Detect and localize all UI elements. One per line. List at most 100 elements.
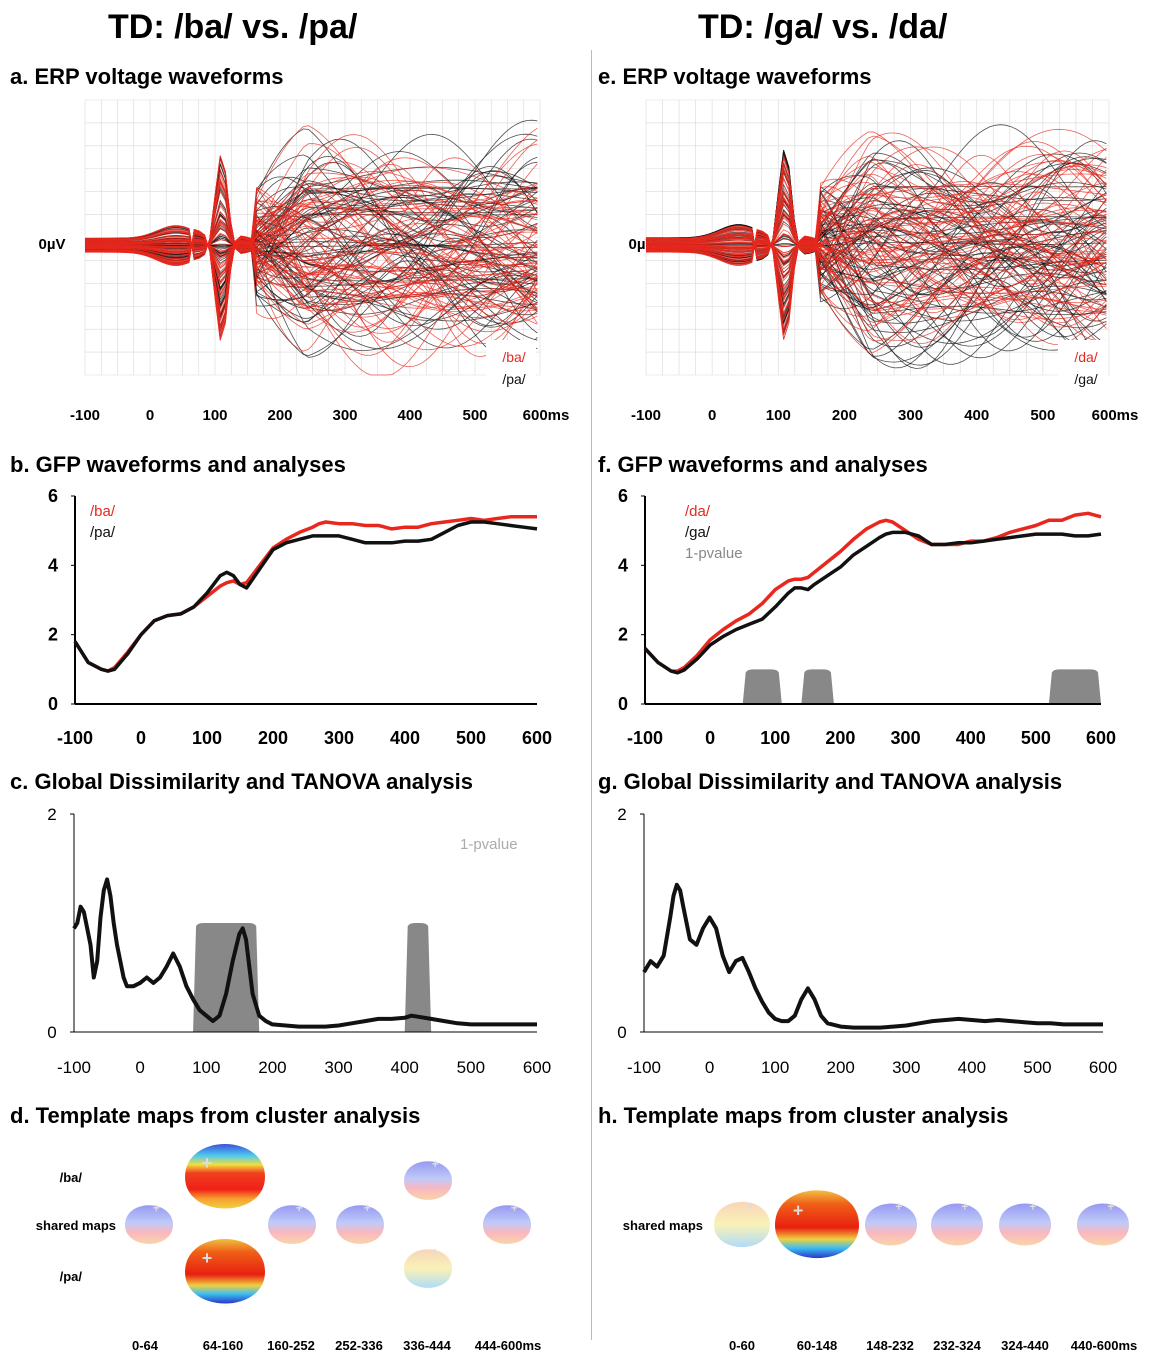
waveform-series-a: [85, 239, 538, 270]
map-shared-right-0: +: [714, 1199, 770, 1248]
waveform-series-a: [646, 233, 1107, 251]
waveform-series-a: [85, 203, 538, 249]
y-tick-label: 2: [48, 625, 58, 645]
y-tick-label: 2: [47, 805, 56, 824]
waveform-series-a: [646, 229, 1107, 319]
y-tick-label: 0: [48, 694, 58, 714]
waveform-series-a: [646, 184, 1107, 310]
scalp-map: [999, 1203, 1051, 1246]
scalp-map: [865, 1203, 917, 1246]
waveform-series-a: [85, 212, 538, 294]
waveform-series-a: [85, 212, 538, 279]
waveform-series-a: [85, 172, 538, 267]
map-shared-right-2: +: [865, 1200, 917, 1246]
map-shared-2: +: [268, 1201, 316, 1244]
map-shared-5: +: [483, 1201, 531, 1244]
waveform-series-a: [646, 146, 1107, 331]
y-tick-label: 0: [617, 1023, 626, 1042]
x-tick-label: 500: [456, 728, 486, 748]
x-tick-label: 100: [761, 1058, 789, 1077]
waveform-series-a: [646, 190, 1107, 295]
map-ba-1: +: [185, 1144, 265, 1209]
template-row-label-shared: shared maps: [35, 1218, 116, 1233]
x-tick-label: 600ms: [523, 407, 570, 424]
pvalue-label: 1-pvalue: [460, 836, 518, 853]
waveform-series-a: [646, 221, 1107, 248]
y-tick-label: 2: [617, 805, 626, 824]
x-tick-label: 400: [958, 1058, 986, 1077]
waveform-series-a: [646, 135, 1107, 258]
x-tick-label: 600: [1089, 1058, 1117, 1077]
series-line-da: [643, 511, 1102, 673]
x-tick-label: 500: [1030, 407, 1055, 424]
scalp-map: [714, 1201, 770, 1248]
x-tick-label: 0: [705, 1058, 714, 1077]
x-tick-label: 100: [192, 728, 222, 748]
x-tick-label: 400: [390, 728, 420, 748]
waveform-series-a: [85, 155, 538, 351]
waveform-series-a: [646, 150, 1107, 258]
template-right-time-label: 440-600ms: [1070, 1338, 1138, 1353]
y-tick-label: 6: [618, 486, 628, 506]
dissimilarity-chart-g: 02-100 0 100 200 300 400 500 600: [617, 805, 1117, 1077]
waveform-series-b: [646, 124, 1107, 325]
waveform-series-a: [646, 200, 1107, 345]
gfp-chart-f: 0 2 4 6 -100 0 100 200 300 400 500 600/da/ /ga/1-pva…: [618, 486, 1116, 748]
waveform-series-a: [646, 181, 1107, 277]
waveform-series-a: [85, 199, 538, 257]
series-line-dissimilarity: [642, 882, 1103, 1030]
legend-label: /da/: [685, 503, 711, 520]
plus-marker: +: [895, 1200, 902, 1214]
plus-marker: +: [202, 1248, 213, 1268]
waveform-series-a: [85, 200, 538, 314]
x-tick-label: 600: [1086, 728, 1116, 748]
waveform-series-a: [85, 218, 538, 259]
waveform-series-a: [646, 212, 1107, 306]
waveform-series-a: [85, 230, 538, 358]
x-tick-label: 600: [522, 728, 552, 748]
x-tick-label: 600: [523, 1058, 551, 1077]
x-tick-label: 200: [825, 728, 855, 748]
erp-chart-a: 0µV/ba/ /pa/ -100 0 100 200 300 400 500 600ms: [39, 99, 570, 424]
template-left-time-label: 252-336: [335, 1338, 383, 1353]
waveform-series-a: [646, 141, 1107, 255]
pvalue-block: [193, 923, 260, 1032]
waveform-series-a: [646, 186, 1107, 314]
waveform-series-a: [646, 217, 1107, 320]
plus-marker: +: [364, 1201, 371, 1215]
x-tick-label: 400: [391, 1058, 419, 1077]
legend-label: /pa/: [90, 524, 116, 541]
plus-marker: +: [432, 1245, 439, 1259]
waveform-series-a: [646, 193, 1107, 340]
panel-title-e: e. ERP voltage waveforms: [598, 64, 872, 89]
waveform-series-a: [646, 128, 1107, 336]
scalp-map: [125, 1205, 173, 1244]
column-title-left: TD: /ba/ vs. /pa/: [108, 8, 358, 46]
x-tick-label: 0: [705, 728, 715, 748]
waveform-series-a: [85, 205, 538, 296]
waveform-series-a: [85, 180, 538, 296]
template-right-time-label: 232-324: [933, 1338, 981, 1353]
column-divider: [591, 50, 592, 1340]
x-tick-label: 100: [202, 407, 227, 424]
template-left-time-label: 160-252: [267, 1338, 315, 1353]
y-tick-label: 0: [618, 694, 628, 714]
x-tick-label: 400: [956, 728, 986, 748]
x-tick-label: 200: [258, 1058, 286, 1077]
waveform-series-a: [646, 237, 1107, 328]
x-tick-label: 200: [258, 728, 288, 748]
x-tick-label: 300: [898, 407, 923, 424]
series-line-dissimilarity: [72, 877, 537, 1029]
waveform-series-a: [85, 183, 538, 347]
x-tick-label: -100: [627, 1058, 661, 1077]
waveform-series-a: [646, 243, 1107, 294]
map-shared-0: +: [125, 1201, 173, 1244]
plus-marker: +: [1107, 1200, 1114, 1214]
x-tick-label: -100: [70, 407, 100, 424]
scalp-map: [1077, 1203, 1129, 1246]
waveform-series-a: [85, 207, 538, 246]
x-tick-label: 400: [397, 407, 422, 424]
waveform-series-a: [646, 155, 1107, 288]
template-left-time-label: 444-600ms: [474, 1338, 542, 1353]
